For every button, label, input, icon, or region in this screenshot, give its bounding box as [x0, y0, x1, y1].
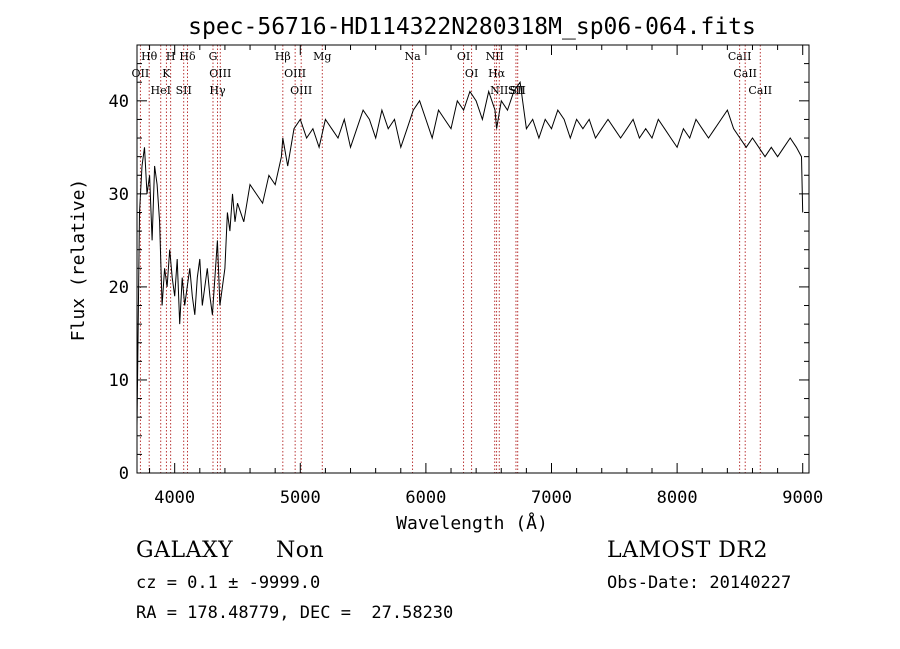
x-tick-label: 8000	[657, 488, 698, 508]
spectral-line-label: SII	[508, 84, 524, 97]
y-axis-label: Flux (relative)	[68, 179, 89, 342]
spectral-line-label: SII	[176, 84, 192, 97]
x-axis-label: Wavelength (Å)	[396, 512, 548, 534]
spectral-line-label: CaII	[733, 67, 757, 80]
observation-date: Obs-Date: 20140227	[607, 573, 792, 593]
spectral-line-label: Hβ	[275, 50, 291, 63]
y-tick-label: 0	[119, 464, 129, 484]
spectral-line-label: K	[162, 67, 171, 80]
x-tick-label: 9000	[782, 488, 823, 508]
survey-name: LAMOST DR2	[607, 538, 768, 563]
spectral-line-label: G	[209, 50, 218, 63]
redshift-readout: cz = 0.1 ± -9999.0	[136, 573, 321, 593]
spectral-line-label: Hδ	[179, 50, 196, 63]
x-tick-label: 4000	[154, 488, 195, 508]
spectral-line-label: Na	[404, 50, 421, 63]
chart-title: spec-56716-HD114322N280318M_sp06-064.fit…	[188, 14, 756, 40]
spectral-line-label: NII	[490, 84, 508, 97]
spectral-line-label: CaII	[748, 84, 772, 97]
spectral-line-label: OIII	[284, 67, 306, 80]
spectral-line-label: OIII	[290, 84, 312, 97]
y-tick-label: 20	[109, 278, 129, 298]
spectral-line-label: H	[166, 50, 176, 63]
plot-frame	[136, 44, 810, 474]
y-tick-label: 10	[109, 371, 129, 391]
plot-area: Hθ OII HK HeI Hδ SII G OIII Hγ Hβ OIII OIII Mg Na OI OI…	[132, 45, 804, 473]
spectral-line-label: NII	[486, 50, 504, 63]
object-class: GALAXY	[136, 538, 234, 563]
spectral-line-label: Hθ	[141, 50, 158, 63]
spectral-line-label: OI	[457, 50, 470, 63]
spectral-line-label: Hγ	[209, 84, 226, 97]
x-tick-label: 5000	[280, 488, 321, 508]
x-tick-label: 7000	[531, 488, 572, 508]
object-subclass: Non	[276, 538, 325, 563]
spectral-line-label: OIII	[209, 67, 231, 80]
spectral-line-label: HeI	[151, 84, 171, 97]
spectral-line-label: Hα	[488, 67, 506, 80]
spectral-line-label: CaII	[728, 50, 752, 63]
x-tick-label: 6000	[405, 488, 446, 508]
y-tick-label: 40	[109, 92, 129, 112]
spectral-line-label: OI	[465, 67, 478, 80]
spectral-line-label: Mg	[313, 50, 331, 63]
spectral-line-label: OII	[132, 67, 150, 80]
y-tick-label: 30	[109, 185, 129, 205]
coordinates-readout: RA = 178.48779, DEC = 27.58230	[136, 603, 454, 623]
axes: 4000 5000 6000 7000 8000 9000 0 10 20 30 40	[109, 44, 823, 508]
spectrum-trace	[136, 80, 804, 427]
